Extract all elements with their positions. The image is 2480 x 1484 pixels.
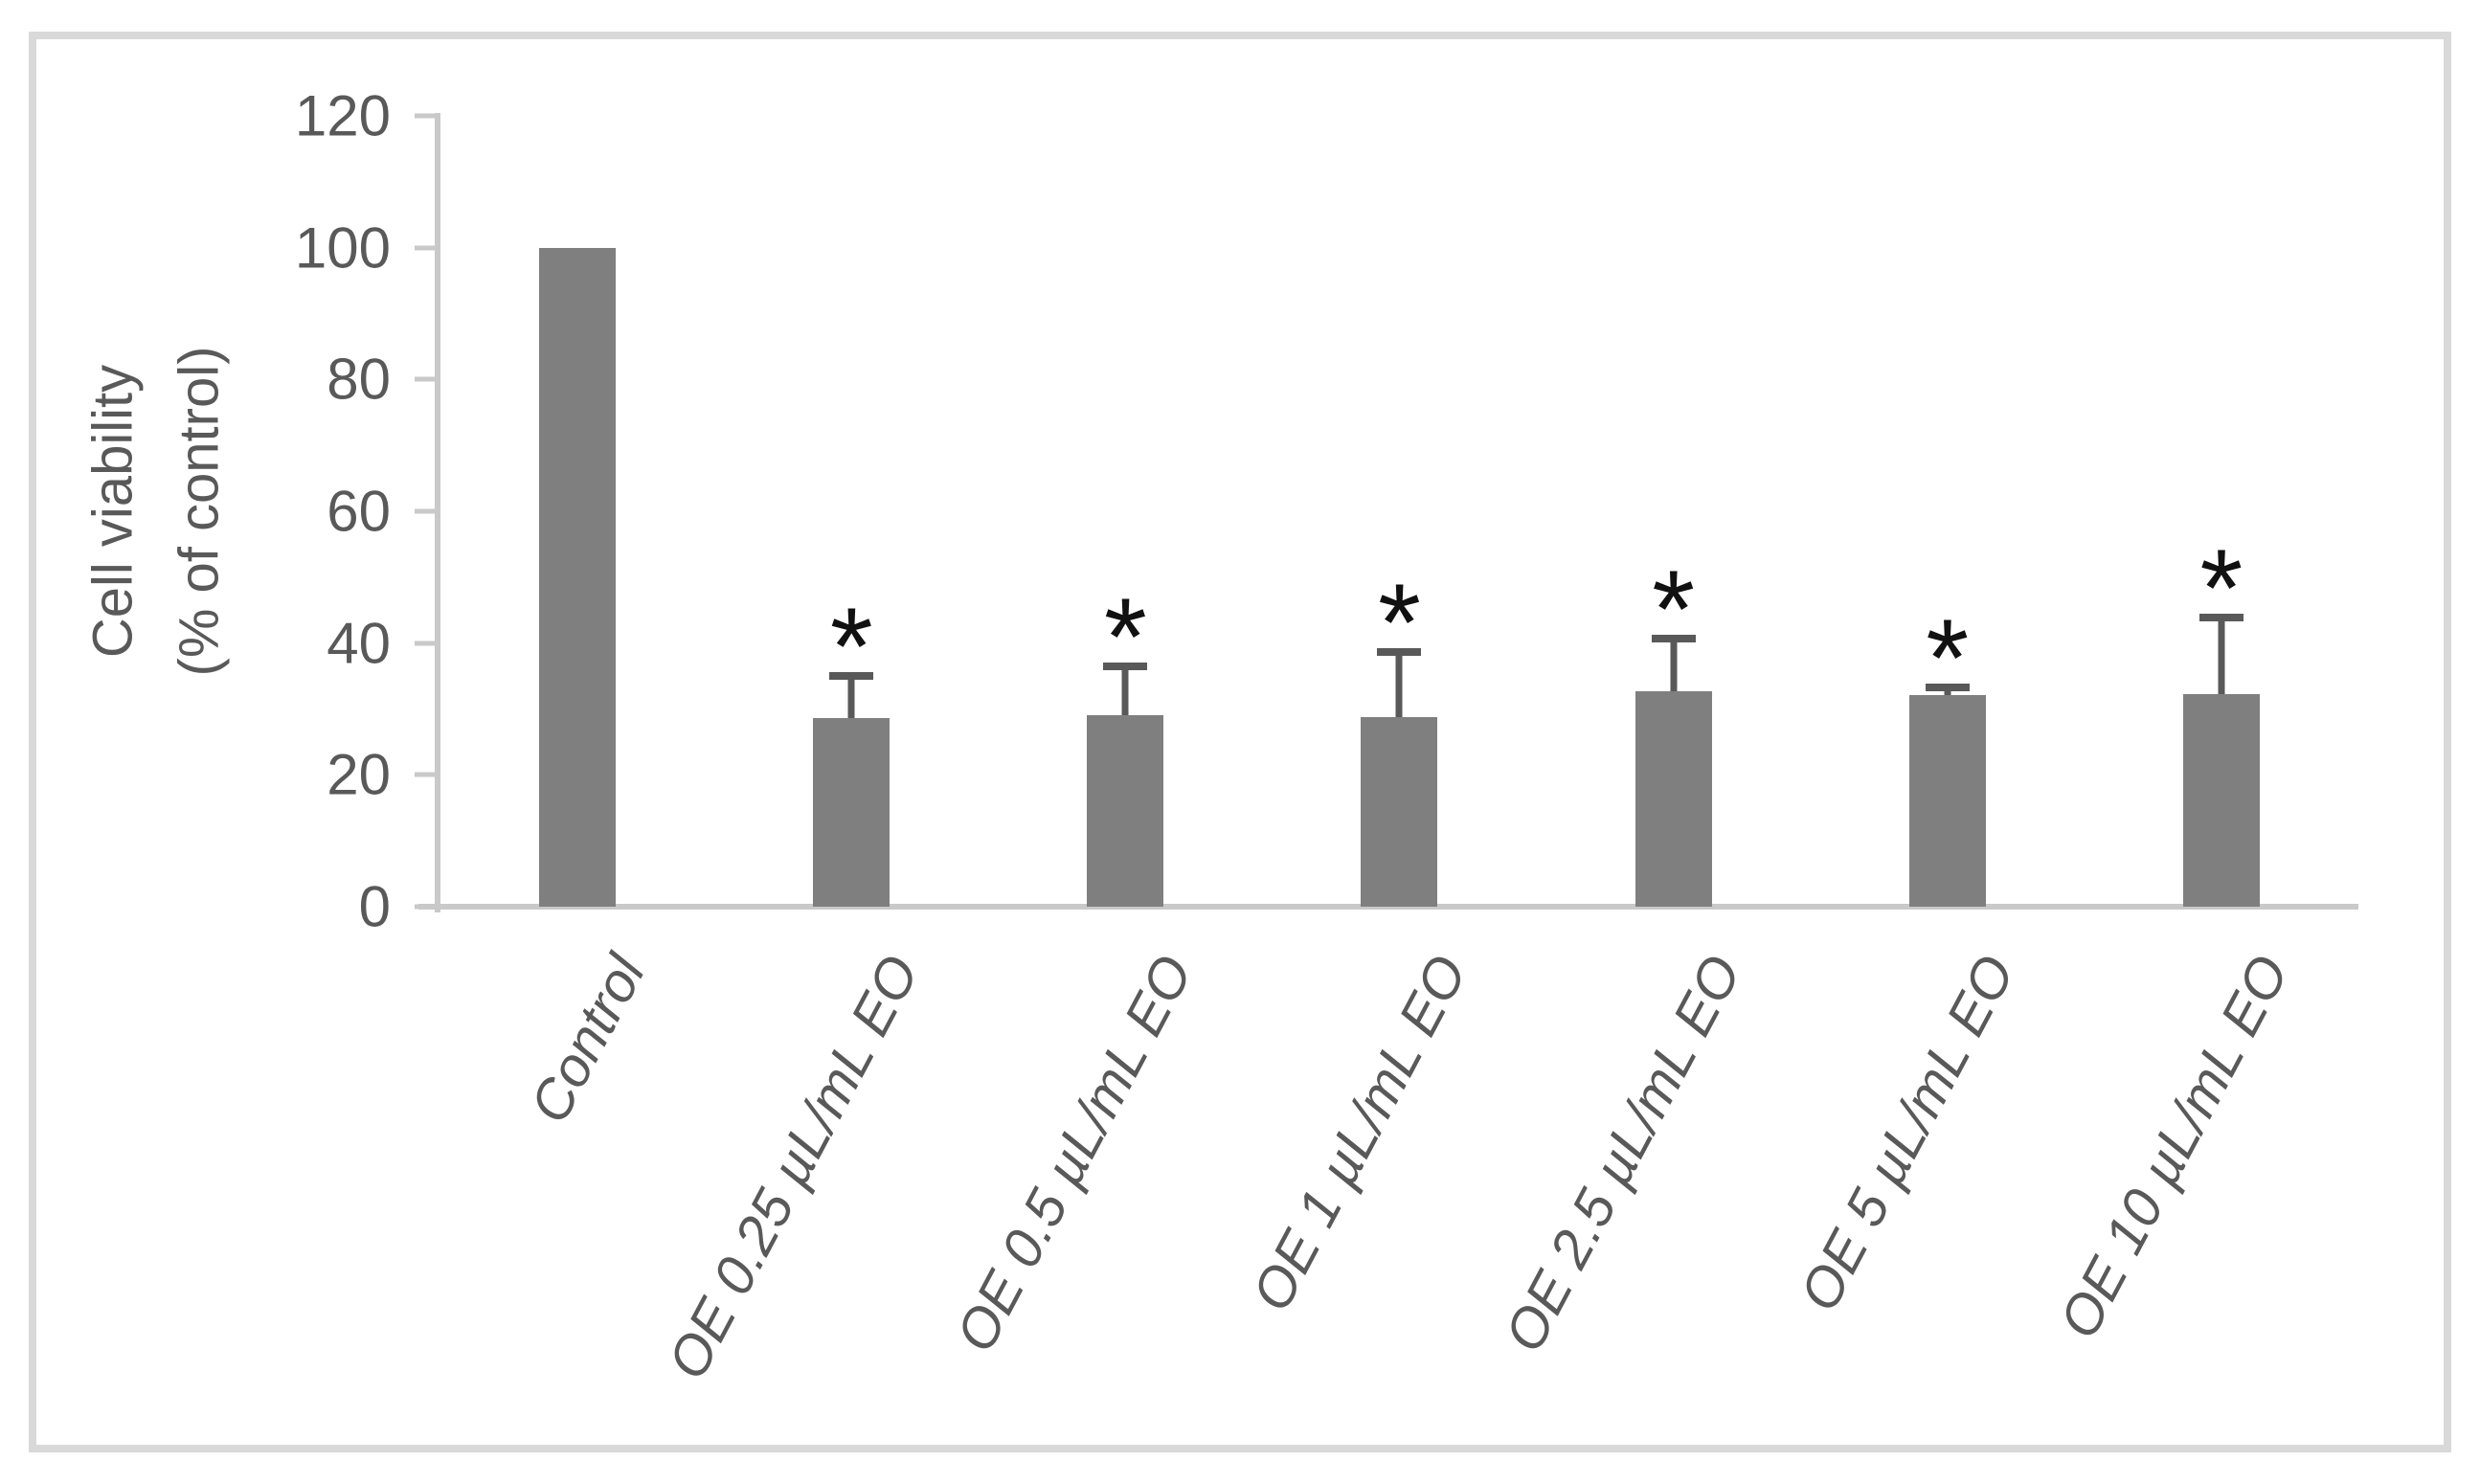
y-tick-label: 100 xyxy=(294,215,391,281)
category-2: * OE 0.25 µL/mL EO xyxy=(656,116,988,1388)
error-bar-cap xyxy=(1103,662,1148,670)
category-5: * OE 2.5 µL/mL EO xyxy=(1493,116,1811,1361)
y-axis-tick-marks xyxy=(415,113,435,910)
bar xyxy=(539,247,617,907)
significance-asterisk: * xyxy=(1378,561,1421,685)
significance-asterisk: * xyxy=(1103,575,1147,699)
y-tick-mark xyxy=(415,508,435,514)
error-bar-cap xyxy=(1925,683,1970,691)
y-tick-label: 60 xyxy=(327,479,391,544)
y-tick-mark xyxy=(415,245,435,251)
error-bar-whisker xyxy=(1670,635,1678,691)
y-tick-label: 0 xyxy=(358,874,391,939)
category-3: * OE 0.5 µL/mL EO xyxy=(944,116,1262,1361)
category-1: Control xyxy=(440,116,714,1133)
figure-border xyxy=(29,32,2451,1452)
error-bar-cap xyxy=(829,671,874,680)
y-tick-label: 20 xyxy=(327,742,391,807)
error-bar-cap xyxy=(1377,647,1422,656)
error-bar-whisker xyxy=(847,671,855,719)
plot-area: Control * OE 0.25 µL/mL EO * OE 0.5 µL/mL EO… xyxy=(440,116,2358,1389)
bar xyxy=(1361,717,1438,907)
y-axis-tick-labels: 0 20 40 60 80 100 120 xyxy=(0,84,391,939)
bar xyxy=(813,718,891,907)
y-tick-label: 80 xyxy=(327,347,391,412)
y-tick-mark xyxy=(415,641,435,646)
error-bar-whisker xyxy=(1395,647,1403,718)
error-bar-cap xyxy=(1651,635,1696,643)
y-tick-mark xyxy=(415,113,435,119)
y-axis-line xyxy=(435,113,440,912)
error-bar-whisker xyxy=(1121,662,1129,715)
bar xyxy=(1087,714,1164,907)
y-tick-mark xyxy=(415,376,435,382)
bar xyxy=(1908,695,1986,907)
y-tick-label: 40 xyxy=(327,611,391,676)
x-axis-line xyxy=(418,904,2358,910)
significance-asterisk: * xyxy=(1926,596,1970,720)
y-tick-label: 120 xyxy=(294,83,391,148)
category-6: * OE 5 µL/mL EO xyxy=(1788,116,2085,1320)
significance-asterisk: * xyxy=(2199,528,2243,651)
error-bar-whisker xyxy=(2218,614,2225,694)
category-7: * OE 10 µL/mL EO xyxy=(2047,116,2358,1348)
significance-asterisk: * xyxy=(1652,549,1696,672)
significance-asterisk: * xyxy=(829,585,873,708)
y-tick-mark xyxy=(415,772,435,777)
bar xyxy=(1635,690,1712,907)
category-4: * OE 1 µL/mL EO xyxy=(1240,116,1536,1321)
error-bar-cap xyxy=(2198,614,2243,622)
bar xyxy=(2182,693,2260,907)
